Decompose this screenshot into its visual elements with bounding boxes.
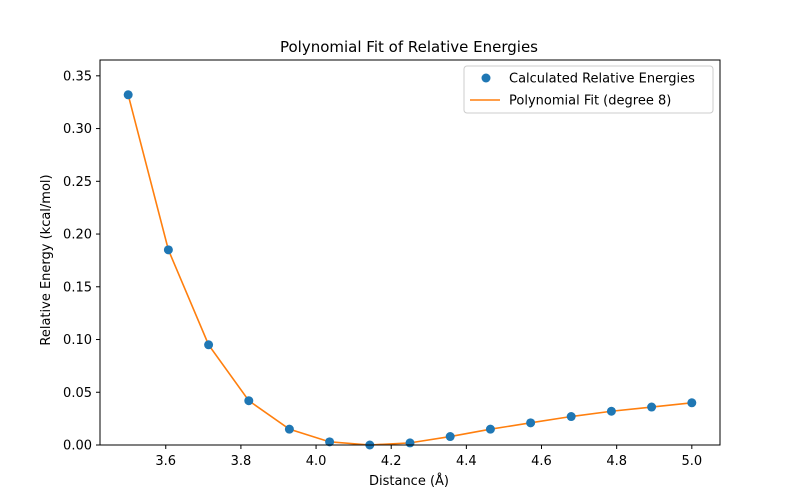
data-point: [445, 432, 455, 442]
legend-box: [463, 65, 714, 114]
y-tick-label: 0.00: [63, 439, 92, 454]
x-tick-label: 4.8: [606, 454, 627, 469]
x-tick-label: 3.6: [155, 454, 176, 469]
y-tick-label: 0.25: [63, 175, 92, 190]
data-point: [606, 406, 616, 416]
x-tick-label: 5.0: [681, 454, 702, 469]
x-tick-label: 4.2: [381, 454, 402, 469]
y-tick-label: 0.20: [63, 228, 92, 243]
legend-marker: [481, 73, 491, 83]
legend-label: Calculated Relative Energies: [509, 72, 695, 87]
x-tick-label: 3.8: [231, 454, 252, 469]
data-point: [687, 398, 697, 408]
legend: Calculated Relative Energies Polynomial F…: [463, 65, 714, 114]
chart-title: Polynomial Fit of Relative Energies: [280, 38, 538, 56]
data-point: [163, 245, 173, 255]
y-tick-label: 0.30: [63, 122, 92, 137]
y-tick-label: 0.15: [63, 280, 92, 295]
x-axis-title: Distance (Å): [369, 473, 449, 489]
data-point: [244, 396, 254, 406]
x-tick-label: 4.0: [306, 454, 327, 469]
y-tick-label: 0.10: [63, 333, 92, 348]
data-point: [204, 340, 214, 350]
y-tick-label: 0.35: [63, 69, 92, 84]
data-point: [325, 437, 335, 447]
axes-frame: [99, 59, 721, 446]
data-point: [566, 412, 576, 422]
data-point: [123, 90, 133, 100]
data-point: [485, 424, 495, 434]
plot-area: 3.6 3.8 4.0 4.2 4.4 4.6 4.8 5.0 0.00 0.05 0.10 0.15…: [63, 59, 721, 469]
data-point: [405, 438, 415, 448]
x-tick-label: 4.4: [456, 454, 477, 469]
data-point: [284, 424, 294, 434]
y-tick-label: 0.05: [63, 386, 92, 401]
legend-label: Polynomial Fit (degree 8): [509, 94, 671, 109]
data-point: [526, 418, 536, 428]
y-axis-title: Relative Energy (kcal/mol): [39, 174, 54, 345]
x-tick-label: 4.6: [531, 454, 552, 469]
data-point: [647, 402, 657, 412]
